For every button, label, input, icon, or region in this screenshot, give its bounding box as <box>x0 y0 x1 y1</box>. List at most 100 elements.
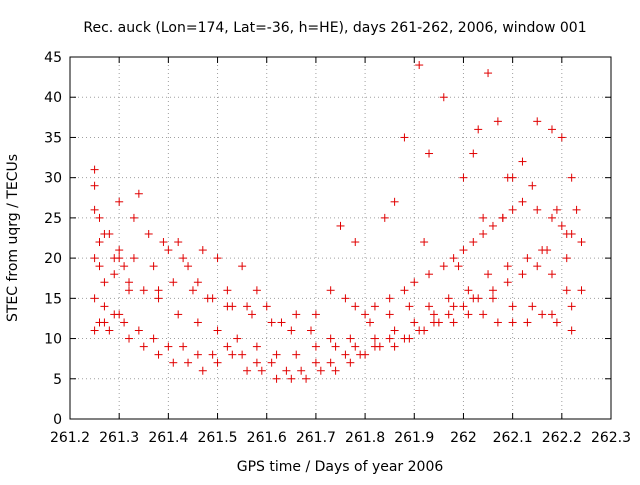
data-point <box>523 254 532 263</box>
data-point <box>429 318 438 327</box>
x-tick-label: 262 <box>450 430 477 446</box>
data-point <box>449 254 458 263</box>
y-tick-label: 40 <box>44 90 62 106</box>
y-axis-label: STEC from uqrg / TECUs <box>5 154 21 322</box>
data-point <box>174 310 183 319</box>
data-point <box>154 294 163 303</box>
data-point <box>484 69 493 78</box>
data-point <box>228 302 237 311</box>
data-point <box>479 310 488 319</box>
data-point <box>479 213 488 222</box>
data-point <box>508 205 517 214</box>
data-point <box>243 302 252 311</box>
data-point <box>311 342 320 351</box>
data-point <box>488 221 497 230</box>
data-point <box>370 342 379 351</box>
data-point <box>100 302 109 311</box>
data-point <box>292 310 301 319</box>
data-point <box>444 294 453 303</box>
data-point <box>169 358 178 367</box>
data-point <box>105 326 114 335</box>
data-point <box>110 270 119 279</box>
data-point <box>331 366 340 375</box>
data-point <box>115 254 124 263</box>
data-point <box>533 205 542 214</box>
data-point <box>479 229 488 238</box>
data-point <box>95 262 104 271</box>
data-point <box>528 181 537 190</box>
tick-layer <box>69 56 612 420</box>
data-point <box>115 246 124 255</box>
x-tick-label: 261.8 <box>345 430 385 446</box>
data-point <box>366 318 375 327</box>
data-point <box>95 318 104 327</box>
data-point <box>223 286 232 295</box>
data-point <box>459 246 468 255</box>
plot-frame <box>69 56 612 420</box>
data-point <box>100 278 109 287</box>
data-point <box>198 246 207 255</box>
data-point <box>518 270 527 279</box>
data-point <box>144 229 153 238</box>
data-point <box>547 310 556 319</box>
data-point <box>193 318 202 327</box>
y-tick-label: 5 <box>53 372 62 388</box>
data-point <box>439 262 448 271</box>
y-tick-labels: 0 5 10 15 20 25 30 35 40 45 <box>44 50 62 428</box>
data-point <box>134 189 143 198</box>
data-point <box>292 350 301 359</box>
data-point <box>125 286 134 295</box>
data-point <box>390 197 399 206</box>
point-layer <box>90 61 586 383</box>
data-point <box>518 157 527 166</box>
data-point <box>385 334 394 343</box>
data-point <box>179 342 188 351</box>
data-point <box>346 358 355 367</box>
data-point <box>154 286 163 295</box>
x-tick-label: 261.2 <box>50 430 90 446</box>
data-point <box>125 278 134 287</box>
data-point <box>562 229 571 238</box>
data-point <box>247 310 256 319</box>
data-point <box>484 270 493 279</box>
data-point <box>238 262 247 271</box>
x-tick-label: 261.7 <box>296 430 336 446</box>
data-point <box>351 302 360 311</box>
y-tick-label: 35 <box>44 130 62 146</box>
x-tick-label: 262.3 <box>591 430 631 446</box>
data-point <box>208 350 217 359</box>
data-point <box>567 326 576 335</box>
data-point <box>272 350 281 359</box>
data-point <box>179 254 188 263</box>
data-point <box>469 149 478 158</box>
data-point <box>533 117 542 126</box>
data-point <box>326 358 335 367</box>
data-point <box>139 342 148 351</box>
data-point <box>243 366 252 375</box>
data-point <box>464 310 473 319</box>
data-point <box>252 342 261 351</box>
data-point <box>400 286 409 295</box>
data-point <box>528 302 537 311</box>
data-point <box>547 125 556 134</box>
data-point <box>188 286 197 295</box>
data-point <box>562 286 571 295</box>
data-point <box>277 318 286 327</box>
data-point <box>552 318 561 327</box>
data-point <box>488 286 497 295</box>
data-point <box>567 173 576 182</box>
data-point <box>469 238 478 247</box>
data-point <box>287 326 296 335</box>
data-point <box>444 310 453 319</box>
x-tick-label: 262.2 <box>542 430 582 446</box>
data-point <box>336 221 345 230</box>
data-point <box>90 294 99 303</box>
data-point <box>351 238 360 247</box>
x-tick-labels: 261.2 261.3 261.4 261.5 261.6 261.7 261.8 261.9… <box>50 430 631 446</box>
data-point <box>120 318 129 327</box>
data-point <box>415 61 424 70</box>
data-point <box>572 205 581 214</box>
data-point <box>538 310 547 319</box>
data-point <box>154 350 163 359</box>
